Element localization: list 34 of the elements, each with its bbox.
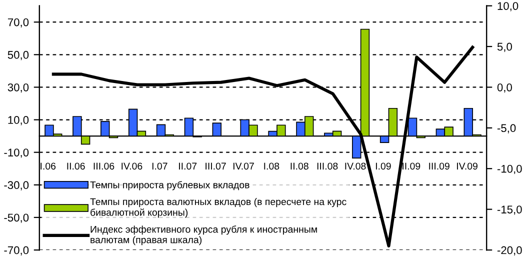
x-tick-label: III.08 (317, 162, 338, 170)
x-tick-label: II.08 (290, 162, 308, 170)
y2-tick-label: -15,0 (497, 206, 522, 215)
y2-tick-label: 0,0 (497, 83, 512, 93)
y2-tick-label: -5,0 (497, 124, 516, 134)
x-tick-label: III.09 (429, 162, 450, 170)
y-tick-label: 30,0 (8, 83, 29, 93)
legend-label: Индекс эффективного курса рубля к иностранным валютам (правая шкала) (90, 226, 317, 246)
legend-label: Темпы прироста рублевых вкладов (90, 181, 250, 190)
x-tick-label: IV.09 (457, 162, 478, 170)
y-tick-label: -50,0 (4, 214, 29, 223)
y-tick-label: 70,0 (8, 18, 29, 28)
x-tick-label: II.09 (402, 162, 420, 170)
x-tick-label: I.06 (40, 162, 56, 170)
y-tick-label: 50,0 (8, 50, 29, 60)
x-tick-label: III.07 (206, 162, 226, 170)
x-tick-label: II.06 (67, 162, 85, 170)
x-tick-label: II.07 (179, 162, 197, 170)
y2-tick-label: -20,0 (497, 246, 522, 256)
y-tick-label: 10,0 (8, 116, 29, 126)
x-tick-label: I.08 (264, 162, 280, 170)
legend-label: Темпы прироста валютных вкладов (в пересчете на курс бивалютной корзины) (90, 198, 346, 218)
y2-tick-label: -10,0 (497, 164, 522, 174)
x-tick-label: IV.08 (345, 162, 366, 170)
y-tick-label: -30,0 (4, 181, 29, 190)
y-tick-label: -10,0 (4, 148, 29, 158)
y2-tick-label: 5,0 (497, 42, 512, 52)
x-tick-label: IV.07 (233, 162, 254, 170)
x-tick-label: III.06 (94, 162, 114, 170)
y-tick-label: -70,0 (4, 246, 29, 256)
x-tick-label: I.07 (152, 162, 168, 170)
x-tick-label: IV.06 (122, 162, 142, 170)
y2-tick-label: 10,0 (498, 2, 518, 12)
x-tick-label: I.09 (376, 162, 391, 170)
